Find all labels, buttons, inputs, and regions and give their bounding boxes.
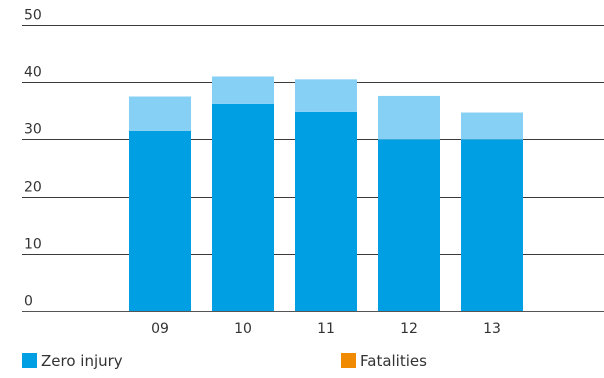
y-tick-labels: 0 10 20 30 40 50 [24,8,42,310]
bar-segment-upper-12 [378,95,440,140]
bar-segment-zero-injury-13 [461,139,523,311]
y-tick-label: 10 [24,237,42,253]
bar-segment-zero-injury-12 [378,139,440,311]
bar-segment-upper-13 [461,112,523,140]
y-tick-label: 20 [24,180,42,196]
y-tick-label: 30 [24,122,42,138]
bars [129,76,523,311]
x-tick-label: 12 [400,321,418,337]
y-tick-label: 0 [24,294,33,310]
legend-label: Fatalities [360,352,427,370]
bar-segment-upper-11 [295,79,357,112]
y-tick-label: 40 [24,65,42,81]
y-tick-label: 50 [24,8,42,24]
legend-swatch [22,353,37,368]
bar-segment-zero-injury-10 [212,103,274,311]
bar-segment-zero-injury-11 [295,111,357,311]
bar-segment-zero-injury-09 [129,130,191,311]
bar-segment-upper-09 [129,96,191,131]
x-tick-label: 10 [234,321,252,337]
x-tick-label: 11 [317,321,335,337]
x-tick-label: 13 [483,321,501,337]
x-tick-labels: 09 10 11 12 13 [151,321,501,337]
legend: Zero injury Fatalities [22,352,427,370]
legend-swatch [341,353,356,368]
x-tick-label: 09 [151,321,169,337]
bar-segment-upper-10 [212,76,274,104]
legend-label: Zero injury [41,352,123,370]
